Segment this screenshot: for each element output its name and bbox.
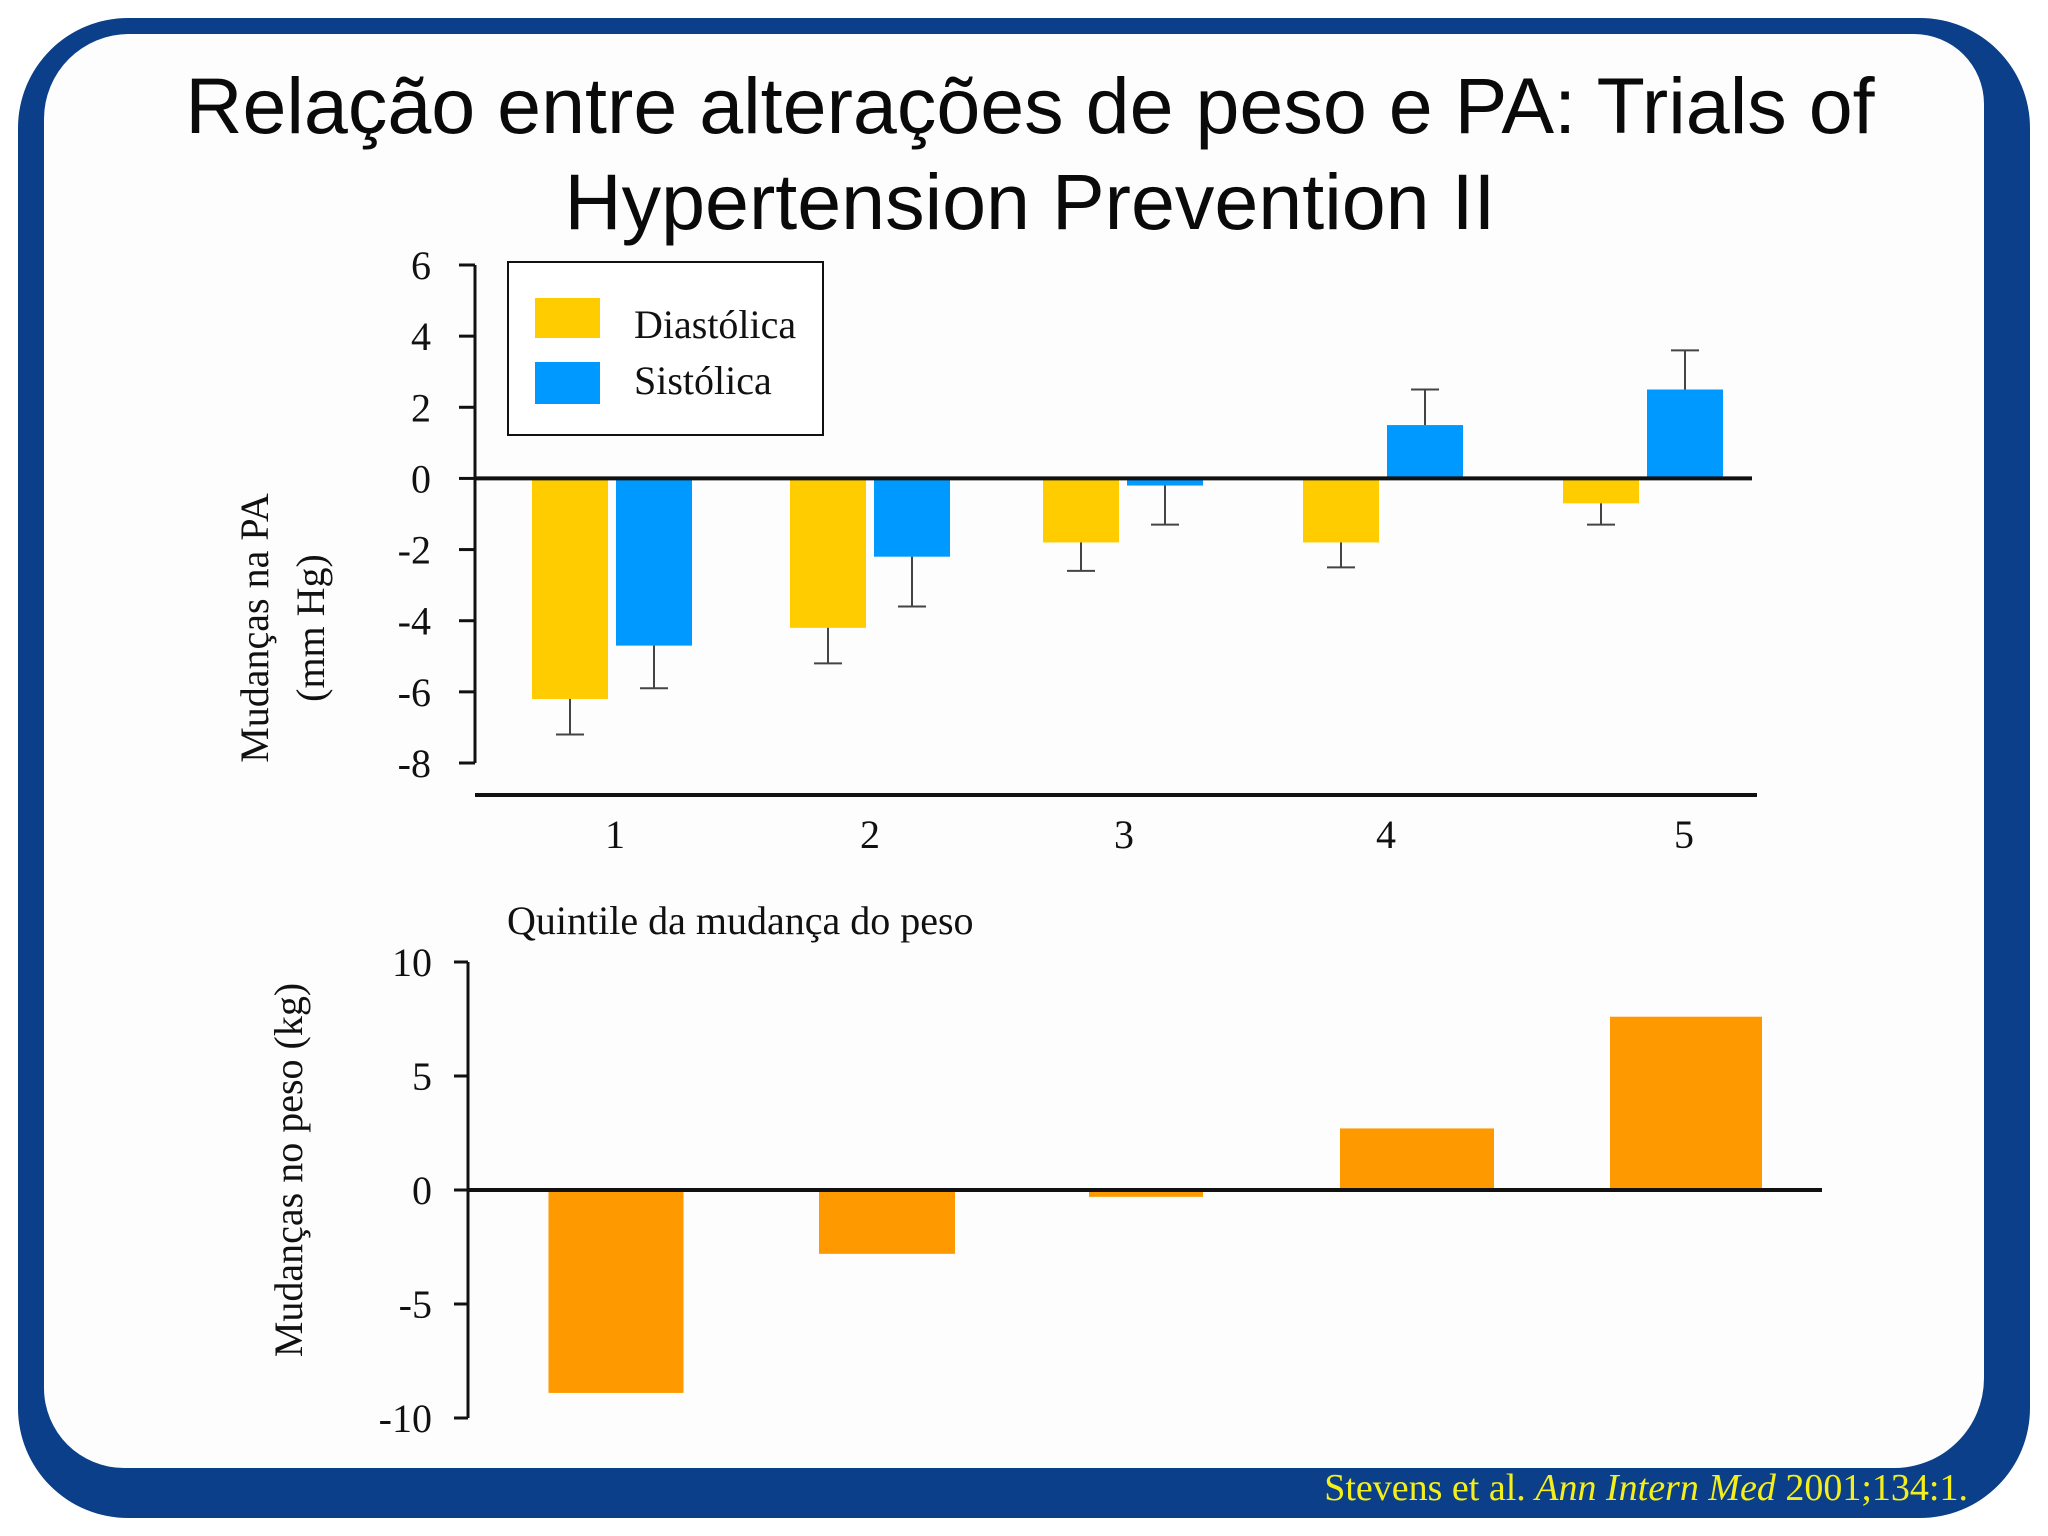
bar-diastolic-2 [790, 478, 866, 628]
bar-weight-5 [1610, 1016, 1762, 1190]
y-tick-label: -5 [399, 1282, 432, 1327]
x-tick-label: 3 [1114, 812, 1134, 857]
bar-systolic-4 [1387, 425, 1463, 479]
bar-diastolic-3 [1043, 478, 1119, 543]
y-tick-label: 0 [411, 456, 431, 501]
bar-systolic-3 [1127, 478, 1203, 486]
y-tick-label: 0 [412, 1168, 432, 1213]
y-tick-label: 5 [412, 1054, 432, 1099]
legend-label-systolic: Sistólica [634, 358, 772, 403]
bar-systolic-5 [1647, 389, 1723, 479]
bar-weight-4 [1340, 1128, 1494, 1190]
citation-authors: Stevens et al. [1324, 1467, 1536, 1509]
weight-change-chart: 10 5 0 -5 -10 Mudanças no peso (kg) [266, 940, 1822, 1441]
citation: Stevens et al. Ann Intern Med 2001;134:1… [1324, 1466, 1968, 1510]
x-tick-label: 5 [1674, 812, 1694, 857]
y-tick-label: -2 [398, 528, 431, 573]
bar-systolic-2 [874, 478, 950, 557]
citation-ref: 2001;134:1. [1775, 1467, 1968, 1509]
bar-systolic-1 [616, 478, 692, 646]
legend-label-diastolic: Diastólica [634, 302, 796, 347]
legend-box [507, 261, 824, 436]
y-tick-label: -8 [398, 741, 431, 786]
slide-panel [44, 34, 1984, 1468]
y-tick-label: -6 [398, 670, 431, 715]
bar-diastolic-5 [1563, 478, 1639, 504]
y-tick-label: 2 [411, 385, 431, 430]
legend-swatch-diastolic [535, 298, 600, 338]
bar-weight-2 [819, 1190, 955, 1254]
y-tick-label: -10 [379, 1396, 432, 1441]
bar-diastolic-4 [1303, 478, 1379, 543]
bp-change-chart: 6 4 2 0 -2 -4 -6 -8 1 2 3 4 5 Quintile da mudança do … [232, 243, 1757, 943]
slide-title: Relação entre alterações de peso e PA: T… [185, 61, 1875, 246]
legend: Diastólica Sistólica [507, 261, 824, 436]
y-axis-title: Mudanças no peso (kg) [266, 983, 311, 1357]
y-axis-title-line1: Mudanças na PA [232, 493, 277, 763]
x-tick-label: 1 [605, 812, 625, 857]
x-axis-title: Quintile da mudança do peso [507, 898, 974, 943]
bar-weight-3 [1089, 1190, 1203, 1197]
bar-diastolic-1 [532, 478, 608, 699]
citation-journal: Ann Intern Med [1535, 1467, 1776, 1509]
y-tick-label: 6 [411, 243, 431, 288]
y-tick-label: -4 [398, 599, 431, 644]
y-axis-title-line2: (mm Hg) [288, 554, 333, 702]
x-tick-label: 4 [1376, 812, 1396, 857]
legend-swatch-systolic [535, 362, 600, 404]
bar-weight-1 [548, 1190, 684, 1393]
x-tick-label: 2 [860, 812, 880, 857]
y-tick-label: 10 [392, 940, 432, 985]
y-tick-label: 4 [411, 314, 431, 359]
